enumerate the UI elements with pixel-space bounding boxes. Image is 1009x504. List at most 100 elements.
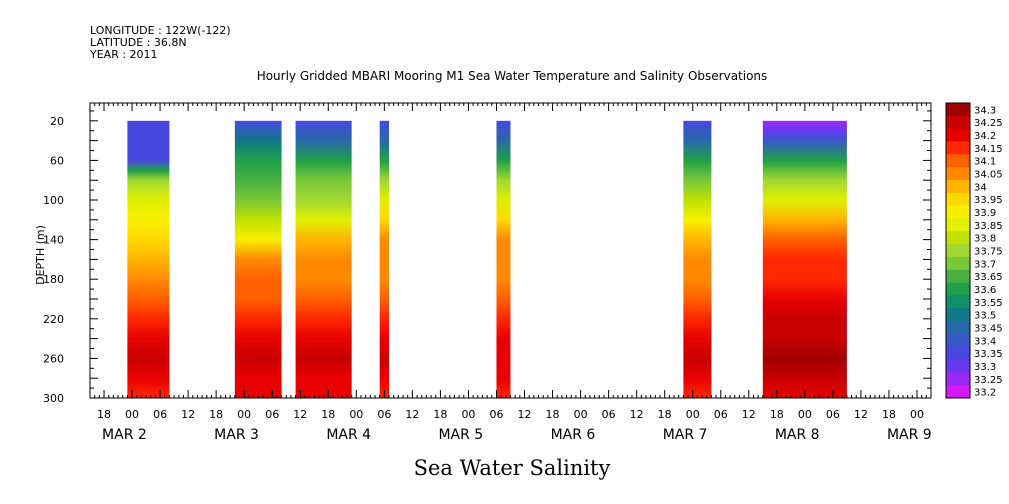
- colorbar-label: 33.95: [974, 195, 1003, 206]
- x-hour-label: 06: [602, 408, 616, 421]
- x-hour-label: 18: [658, 408, 672, 421]
- y-tick-label: 220: [43, 313, 64, 326]
- colorbar-label: 34.3: [974, 105, 996, 116]
- colorbar-swatch: [946, 167, 970, 181]
- year-label: YEAR : 2011: [90, 48, 158, 61]
- colorbar-swatch: [946, 295, 970, 309]
- x-hour-label: 06: [714, 408, 728, 421]
- longitude-label: LONGITUDE : 122W(-122): [90, 24, 231, 37]
- colorbar-label: 34.2: [974, 131, 996, 142]
- data-strip: [234, 120, 282, 399]
- x-hour-label: 18: [209, 408, 223, 421]
- chart-title: Hourly Gridded MBARI Mooring M1 Sea Wate…: [257, 69, 768, 83]
- colorbar-swatch: [946, 333, 970, 348]
- data-strip: [683, 120, 712, 399]
- y-tick-label: 300: [43, 392, 64, 405]
- colorbar-swatch: [946, 256, 970, 271]
- data-strip: [379, 120, 390, 399]
- colorbar-label: 34.15: [974, 144, 1003, 155]
- colorbar-swatch: [946, 141, 970, 155]
- x-hour-label: 00: [237, 408, 251, 421]
- data-strip: [496, 120, 511, 399]
- x-day-label: MAR 7: [663, 427, 708, 443]
- x-hour-label: 18: [97, 408, 111, 421]
- x-hour-label: 00: [798, 408, 812, 421]
- x-hour-label: 18: [770, 408, 784, 421]
- x-hour-label: 12: [518, 408, 532, 421]
- x-hour-label: 12: [742, 408, 756, 421]
- y-tick-label: 260: [43, 352, 64, 365]
- colorbar-swatch: [946, 115, 970, 130]
- colorbar-label: 33.6: [974, 285, 996, 296]
- colorbar-swatch: [946, 128, 970, 142]
- x-hour-label: 00: [349, 408, 363, 421]
- colorbar-label: 33.5: [974, 311, 996, 322]
- y-tick-label: 60: [50, 154, 64, 167]
- x-hour-label: 06: [826, 408, 840, 421]
- colorbar-label: 33.65: [974, 272, 1003, 283]
- colorbar-label: 33.35: [974, 349, 1003, 360]
- colorbar-label: 33.85: [974, 221, 1003, 232]
- x-hour-label: 00: [686, 408, 700, 421]
- x-day-label: MAR 6: [551, 427, 596, 443]
- colorbar-label: 34.1: [974, 157, 996, 168]
- x-hour-label: 18: [546, 408, 560, 421]
- x-day-label: MAR 2: [102, 427, 147, 443]
- x-day-label: MAR 5: [438, 427, 483, 443]
- y-axis-title: DEPTH (m): [34, 225, 47, 285]
- x-day-label: MAR 4: [326, 427, 371, 443]
- latitude-label: LATITUDE : 36.8N: [90, 36, 187, 49]
- x-hour-label: 00: [910, 408, 924, 421]
- x-hour-label: 12: [181, 408, 195, 421]
- x-hour-label: 00: [461, 408, 475, 421]
- colorbar-label: 33.9: [974, 208, 996, 219]
- colorbar-label: 33.8: [974, 234, 996, 245]
- colorbar-label: 33.4: [974, 336, 996, 347]
- colorbar-swatch: [946, 282, 970, 296]
- colorbar-swatch: [946, 308, 970, 322]
- colorbar-swatch: [946, 372, 970, 386]
- x-hour-label: 12: [405, 408, 419, 421]
- x-day-label: MAR 3: [214, 427, 259, 443]
- colorbar-swatch: [946, 218, 970, 232]
- data-strip: [762, 120, 847, 399]
- colorbar-swatch: [946, 231, 970, 245]
- x-hour-label: 06: [153, 408, 167, 421]
- data-strips: [127, 120, 847, 399]
- x-day-label: MAR 9: [887, 427, 932, 443]
- colorbar-swatch: [946, 385, 970, 399]
- x-hour-label: 18: [882, 408, 896, 421]
- x-hour-label: 18: [433, 408, 447, 421]
- colorbar-label: 33.7: [974, 259, 996, 270]
- colorbar-swatch: [946, 179, 970, 194]
- colorbar-swatch: [946, 244, 970, 258]
- y-tick-label: 180: [43, 273, 64, 286]
- colorbar-swatch: [946, 321, 970, 335]
- colorbar-swatch: [946, 205, 970, 219]
- x-hour-label: 06: [265, 408, 279, 421]
- data-strip: [127, 120, 170, 399]
- colorbar-label: 33.75: [974, 247, 1003, 258]
- colorbar-label: 33.2: [974, 388, 996, 399]
- x-hour-label: 00: [574, 408, 588, 421]
- colorbar-border: [945, 102, 971, 399]
- x-hour-label: 18: [321, 408, 335, 421]
- y-axis-ticks: 20 60 100 140 180 220 260 300: [43, 110, 931, 405]
- colorbar-label: 34.25: [974, 118, 1003, 129]
- x-axis-ticks: 18 00 06 12 18 00 06 12 18 00 06 12 18 00 06 12 18 00 06 12…: [89, 103, 932, 443]
- data-strip: [295, 120, 352, 399]
- x-day-label: MAR 8: [775, 427, 820, 443]
- colorbar-label: 33.3: [974, 362, 996, 373]
- colorbar-swatch: [946, 154, 970, 168]
- colorbar-swatch: [946, 103, 970, 117]
- colorbar-swatch: [946, 346, 970, 361]
- x-hour-label: 00: [125, 408, 139, 421]
- x-hour-label: 12: [854, 408, 868, 421]
- x-hour-label: 06: [489, 408, 503, 421]
- y-tick-label: 100: [43, 194, 64, 207]
- colorbar-label: 33.45: [974, 323, 1003, 334]
- colorbar-label: 34.05: [974, 170, 1003, 181]
